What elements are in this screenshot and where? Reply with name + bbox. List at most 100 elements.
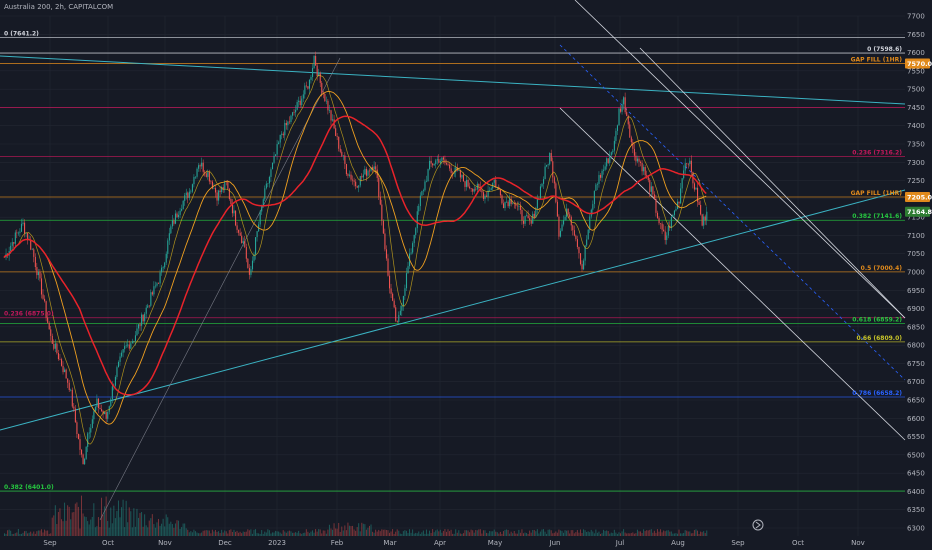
grid-lines [0,15,905,536]
volume-bar [22,532,24,536]
y-tick-label: 7100 [907,232,925,240]
candle-body [54,343,56,349]
candle-body [487,190,489,197]
candle-body [150,292,152,306]
candle-body [327,100,329,111]
candle-body [116,367,118,377]
candle-body [312,68,314,77]
replay-icon[interactable] [752,519,764,531]
candle-body [199,165,201,167]
volume-bar [247,529,249,536]
candle-body [368,170,371,172]
volume-bar [693,530,695,536]
volume-bar [173,527,175,536]
volume-bar [478,529,480,536]
candle-body [88,432,90,434]
volume-bar [142,526,144,536]
volume-bar [482,530,484,536]
volume-bar [296,532,298,536]
candle-body [621,104,623,112]
candle-body [352,179,354,181]
candle-body [644,167,646,176]
volume-bar [653,530,655,536]
candle-body [304,85,306,95]
time-axis[interactable]: Sep Oct Nov Dec 2023 Feb Mar Apr May Jun Jul Aug Sep… [43,539,864,547]
volume-bar [402,531,404,536]
volume-bar [583,529,585,536]
horizontal-levels [0,37,905,492]
candle-body [60,359,63,366]
candle-body [247,258,249,268]
volume-bar [268,530,270,536]
candle-body [649,180,651,192]
y-tick-label: 7600 [907,49,925,57]
candle-body [42,294,44,299]
candle-body [559,230,562,237]
candle-body [449,164,451,169]
candle-body [173,220,175,224]
candle-body [549,152,551,165]
candle-body [37,272,39,276]
price-axis[interactable]: 7700 7650 7600 7550 7500 7450 7400 7350 7300 7250… [907,13,925,533]
volume-bar [441,532,443,536]
price-tag-label: 7164.8 [907,208,932,216]
candle-body [418,206,420,212]
candle-body [51,335,53,344]
candle-body [184,195,186,201]
candle-body [11,242,13,246]
volume-bar [589,532,591,536]
candle-body [429,160,431,170]
volume-bar [185,528,187,536]
volume-bar [170,521,172,536]
candle-body [379,196,381,205]
volume-bar [410,532,412,536]
volume-bar [190,531,192,536]
candle-body [686,163,688,164]
candle-body [165,253,167,263]
candle-body [401,305,403,311]
candle-body [233,210,235,214]
volume-bar [521,529,523,536]
volume-bar [529,530,531,536]
y-tick-label: 7450 [907,104,925,112]
volume-bar [409,529,411,536]
volume-bar [327,529,329,536]
volume-bar [218,531,220,536]
candle-body [618,108,620,126]
volume-bar [670,531,672,536]
volume-bar [672,533,674,536]
volume-bar [202,530,204,536]
candle-body [295,109,297,113]
candle-body [77,433,80,440]
candle-body [44,298,46,302]
candle-body [248,267,250,275]
volume-bar [85,516,87,536]
volume-bar [313,532,315,536]
volume-bar [8,529,10,536]
volume-bar [210,533,212,536]
volume-bar [87,521,89,536]
volume-bar [404,530,406,536]
candle-body [536,198,538,209]
candle-body [267,183,269,184]
level-labels: 0 (7641.2) 0 (7598.6) GAP FILL (1HR) 0.236 … [4,31,902,492]
y-tick-label: 7650 [907,31,925,39]
volume-bar [27,533,29,536]
candle-body [25,233,27,234]
candle-body [530,220,532,224]
candle-body [412,243,414,253]
candle-body [658,218,660,224]
candle-body [629,124,631,138]
volume-bar [618,532,620,536]
candle-body [550,152,552,162]
volume-bar [153,524,155,536]
candle-body [348,174,351,176]
candle-body [319,73,321,83]
volume-bar [687,531,689,536]
volume-bar [34,533,36,536]
x-tick-label: Nov [851,539,865,547]
volume-bar [235,531,236,536]
volume-bar [181,527,183,536]
volume-bar [221,529,223,536]
